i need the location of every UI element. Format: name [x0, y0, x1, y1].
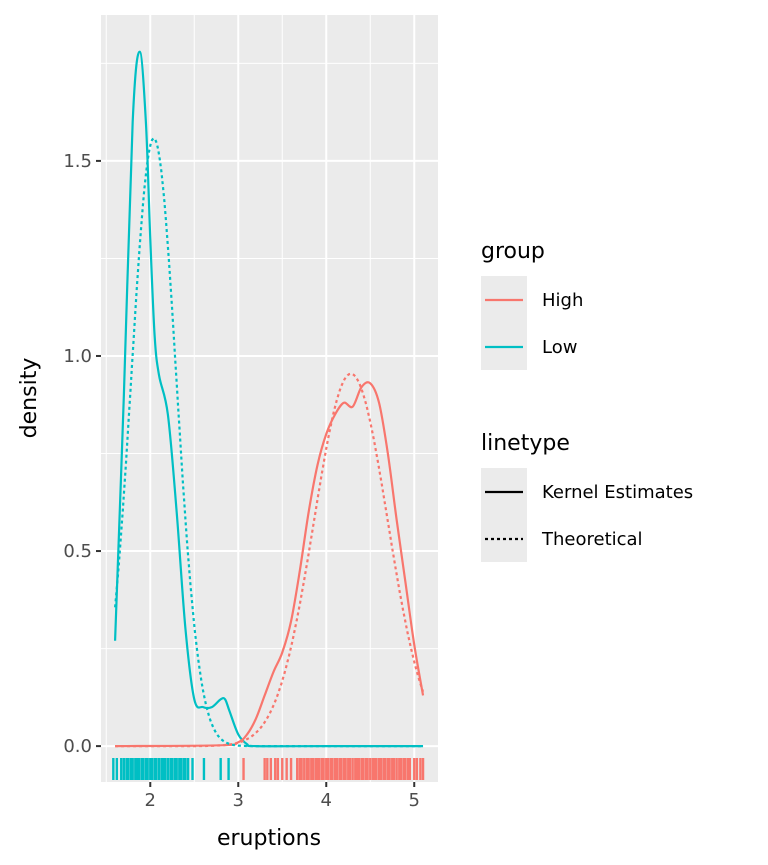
legend-label: Kernel Estimates: [542, 482, 693, 503]
x-tick-label: 3: [233, 790, 244, 811]
legend-title: group: [481, 239, 545, 264]
x-tick-label: 4: [321, 790, 332, 811]
legend-title: linetype: [481, 431, 570, 456]
legend-label: Theoretical: [541, 529, 643, 550]
density-line-low-theoretical: [114, 136, 423, 748]
series-lines: [113, 50, 425, 748]
legend: group High Low linetype Kernel Estimates Theo…: [481, 239, 693, 562]
y-tick-label: 1.0: [63, 346, 92, 367]
density-line-high-kernel: [115, 381, 425, 748]
legend-label: Low: [542, 337, 577, 358]
axes: 2 3 4 5 0.0 0.5 1.0 1.5: [63, 151, 420, 811]
y-tick-label: 0.5: [63, 541, 92, 562]
plot-panel: [101, 15, 438, 782]
legend-label: High: [542, 290, 583, 311]
x-tick-label: 5: [409, 790, 420, 811]
x-axis-label: eruptions: [217, 826, 321, 851]
y-tick-label: 1.5: [63, 151, 92, 172]
density-line-low-kernel: [113, 50, 424, 748]
y-axis-label: density: [17, 358, 42, 439]
rug: [112, 758, 425, 780]
y-tick-label: 0.0: [63, 736, 92, 757]
x-tick-label: 2: [145, 790, 156, 811]
